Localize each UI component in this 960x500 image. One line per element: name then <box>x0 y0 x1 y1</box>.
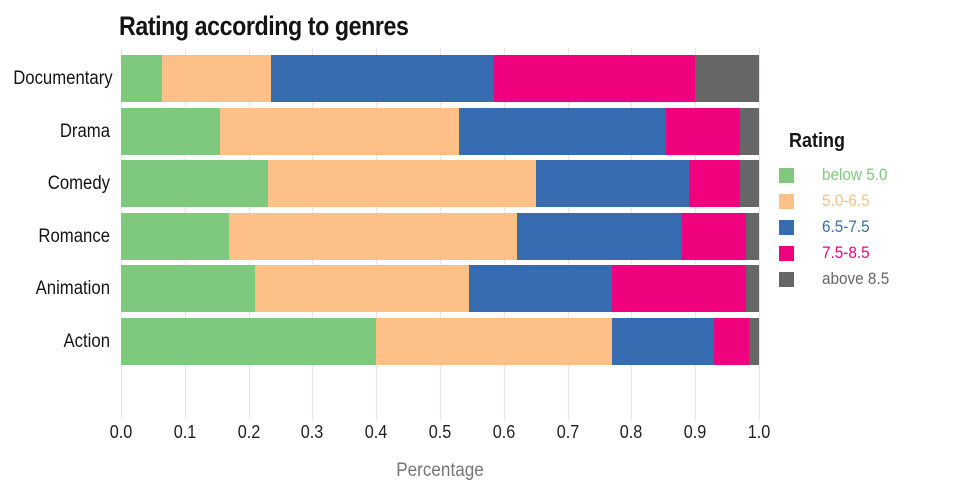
x-tick-label: 0.9 <box>683 422 707 442</box>
legend-title: Rating <box>789 130 845 152</box>
legend-item-below-5.0: below 5.0 <box>779 162 954 188</box>
bar-segment-documentary-above-8.5 <box>695 55 759 102</box>
bar-row-romance <box>121 212 759 260</box>
bar-segment-animation-below-5.0 <box>121 265 255 313</box>
y-axis: Documentary Drama Comedy Romance Animation Ac… <box>0 48 113 420</box>
bar-segment-action-7.5-8.5 <box>714 318 750 365</box>
bar-segment-action-6.5-7.5 <box>612 318 715 365</box>
y-axis-label-documentary: Documentary <box>13 68 113 89</box>
legend-swatch-icon <box>779 193 794 209</box>
x-tick-label: 0.8 <box>620 422 643 442</box>
bar-segment-animation-5.0-6.5 <box>254 265 469 313</box>
bar-row-comedy <box>121 160 759 208</box>
plot-area <box>121 48 760 420</box>
bar-row-animation <box>121 265 759 313</box>
bar-row-action <box>121 318 759 365</box>
bar-segment-romance-7.5-8.5 <box>682 212 747 260</box>
bar-segment-action-below-5.0 <box>121 318 377 365</box>
bar-row-drama <box>121 107 759 155</box>
bar-segment-documentary-7.5-8.5 <box>494 55 696 102</box>
bar-segment-drama-5.0-6.5 <box>219 107 460 155</box>
bar-segment-documentary-below-5.0 <box>121 55 163 102</box>
legend-label: 6.5-7.5 <box>822 217 870 236</box>
y-axis-label-comedy: Comedy <box>47 173 110 195</box>
y-axis-label-animation: Animation <box>35 278 110 300</box>
x-tick-label: 0.2 <box>237 422 260 442</box>
legend-item-5.0-6.5: 5.0-6.5 <box>779 188 954 214</box>
bar-segment-comedy-above-8.5 <box>739 160 759 208</box>
gridline <box>759 48 760 420</box>
x-tick-label: 0.4 <box>364 422 388 442</box>
bar-segment-romance-below-5.0 <box>121 212 230 260</box>
x-tick-label: 0.0 <box>109 422 133 442</box>
legend-label: above 8.5 <box>822 269 890 288</box>
bar-segment-romance-5.0-6.5 <box>229 212 517 260</box>
bar-segment-animation-6.5-7.5 <box>468 265 613 313</box>
bar-row-documentary <box>121 55 759 102</box>
bar-segment-romance-above-8.5 <box>746 212 759 260</box>
bar-segment-comedy-6.5-7.5 <box>535 160 689 208</box>
legend-item-above-8.5: above 8.5 <box>779 266 954 292</box>
bar-segment-comedy-7.5-8.5 <box>688 160 740 208</box>
bar-segment-drama-6.5-7.5 <box>459 107 667 155</box>
x-tick-label: 1.0 <box>747 422 771 442</box>
bar-segment-documentary-5.0-6.5 <box>162 55 271 102</box>
bar-segment-action-5.0-6.5 <box>376 318 613 365</box>
legend: Rating below 5.0 5.0-6.5 6.5-7.5 7.5-8.5 abo… <box>779 130 954 292</box>
legend-items: below 5.0 5.0-6.5 6.5-7.5 7.5-8.5 above 8.5 <box>779 162 954 292</box>
bar-segment-romance-6.5-7.5 <box>516 212 683 260</box>
x-tick-label: 0.5 <box>428 422 452 442</box>
x-tick-label: 0.7 <box>556 422 579 442</box>
legend-label: below 5.0 <box>822 165 888 184</box>
x-axis: 0.0 0.1 0.2 0.3 0.4 0.5 0.6 0.7 0.8 0.9 1.0 <box>0 422 960 446</box>
x-axis-title: Percentage <box>396 460 484 481</box>
legend-swatch-icon <box>779 245 794 261</box>
y-axis-label-romance: Romance <box>38 225 111 247</box>
bar-segment-comedy-5.0-6.5 <box>267 160 536 208</box>
legend-label: 7.5-8.5 <box>822 243 870 262</box>
legend-label: 5.0-6.5 <box>822 191 870 210</box>
legend-item-7.5-8.5: 7.5-8.5 <box>779 240 954 266</box>
legend-swatch-icon <box>779 219 794 235</box>
legend-swatch-icon <box>779 167 794 183</box>
legend-swatch-icon <box>779 271 794 287</box>
bar-segment-drama-below-5.0 <box>121 107 220 155</box>
bar-segment-drama-7.5-8.5 <box>666 107 740 155</box>
y-axis-label-action: Action <box>63 331 110 352</box>
y-axis-label-drama: Drama <box>59 120 110 142</box>
x-tick-label: 0.6 <box>492 422 516 442</box>
bar-segment-animation-7.5-8.5 <box>612 265 747 313</box>
chart-title: Rating according to genres <box>119 11 409 41</box>
x-tick-label: 0.3 <box>301 422 324 442</box>
x-tick-label: 0.1 <box>173 422 197 442</box>
bar-segment-comedy-below-5.0 <box>121 160 268 208</box>
bar-segment-animation-above-8.5 <box>746 265 759 313</box>
bar-segment-drama-above-8.5 <box>739 107 759 155</box>
legend-item-6.5-7.5: 6.5-7.5 <box>779 214 954 240</box>
bar-segment-documentary-6.5-7.5 <box>270 55 495 102</box>
bar-segment-action-above-8.5 <box>749 318 759 365</box>
